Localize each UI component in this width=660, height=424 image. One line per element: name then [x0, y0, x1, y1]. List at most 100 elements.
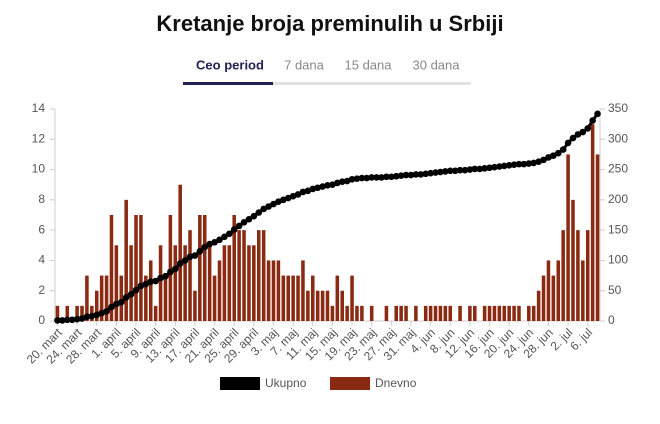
bar	[394, 305, 399, 321]
bar	[281, 275, 286, 321]
y2-tick-label: 150	[608, 222, 628, 236]
bar	[286, 275, 290, 321]
legend-label: Dnevno	[375, 376, 417, 390]
bar	[153, 305, 158, 321]
bar	[473, 305, 477, 321]
line-point	[554, 149, 562, 157]
line-point	[456, 166, 464, 174]
bar	[85, 275, 89, 321]
bar	[507, 305, 511, 321]
bar	[242, 230, 246, 321]
bar	[404, 305, 408, 321]
line-point	[392, 172, 400, 180]
line-point	[427, 169, 434, 177]
tab[interactable]: 30 dana	[413, 57, 461, 72]
line-point	[255, 209, 263, 216]
line-point	[358, 174, 366, 182]
line-point	[230, 226, 238, 233]
line-point	[510, 161, 518, 169]
bar	[311, 275, 315, 321]
y2-tick-label: 250	[608, 162, 628, 176]
line-point	[402, 171, 410, 179]
y-tick-label: 12	[32, 131, 46, 145]
bar	[232, 215, 236, 321]
legend-swatch	[220, 377, 260, 390]
bar	[301, 260, 305, 321]
line-point	[270, 200, 277, 208]
bar	[487, 305, 492, 321]
bar	[414, 305, 418, 321]
bar	[384, 305, 389, 321]
line-point	[240, 218, 248, 226]
line-point	[481, 165, 488, 172]
line-point	[132, 286, 140, 294]
line-point	[476, 165, 484, 173]
line-point	[540, 156, 547, 164]
y-tick-label: 0	[38, 313, 45, 327]
bar	[561, 230, 565, 321]
tab-track	[183, 82, 471, 85]
bar	[566, 154, 570, 321]
line-point	[594, 110, 601, 118]
line-point	[574, 131, 582, 138]
y-tick-label: 8	[38, 192, 45, 206]
line-point	[363, 174, 371, 182]
line-point	[201, 243, 209, 251]
line-point	[461, 166, 469, 174]
line-point	[559, 146, 567, 153]
line-point	[152, 277, 159, 285]
bar	[188, 230, 192, 321]
bar	[99, 275, 104, 321]
bar	[75, 305, 79, 321]
line-point	[167, 268, 174, 276]
line-point	[211, 238, 218, 246]
bar	[139, 215, 143, 321]
line-point	[122, 294, 130, 301]
bar	[330, 305, 335, 321]
bar	[345, 305, 349, 321]
bar	[222, 245, 227, 321]
line-point	[83, 313, 91, 321]
tab[interactable]: Ceo period	[196, 57, 264, 72]
tab[interactable]: 15 dana	[345, 57, 393, 72]
line-point	[417, 171, 425, 178]
line-point	[226, 230, 233, 238]
bar	[252, 245, 256, 321]
tab[interactable]: 7 dana	[284, 57, 325, 72]
line-point	[338, 178, 346, 185]
bar	[448, 305, 453, 321]
line-point	[59, 317, 66, 324]
bar	[124, 199, 128, 321]
line-point	[383, 173, 390, 181]
line-point	[353, 175, 361, 182]
legend-label: Ukupno	[265, 376, 307, 390]
bar	[433, 305, 438, 321]
line-point	[505, 162, 513, 169]
line-point	[471, 165, 479, 173]
line-point	[373, 174, 380, 181]
bar	[350, 275, 354, 321]
line-point	[147, 278, 155, 285]
bar	[458, 305, 462, 321]
y-tick-label: 4	[38, 253, 45, 267]
bar	[198, 215, 202, 321]
bar	[369, 305, 374, 321]
bar	[271, 260, 276, 321]
line-point	[422, 170, 429, 178]
line-point	[324, 182, 331, 189]
y2-tick-label: 350	[608, 101, 628, 115]
bar	[217, 260, 222, 321]
line-point	[221, 233, 228, 241]
bar	[423, 305, 428, 321]
y2-tick-label: 200	[608, 192, 628, 206]
bar	[114, 245, 119, 321]
bar	[585, 230, 590, 321]
line-point	[176, 260, 184, 267]
bar	[291, 275, 295, 321]
bar	[438, 305, 443, 321]
bar	[581, 260, 585, 321]
line-point	[127, 291, 135, 298]
tab-indicator	[183, 82, 273, 85]
line-point	[54, 317, 61, 324]
